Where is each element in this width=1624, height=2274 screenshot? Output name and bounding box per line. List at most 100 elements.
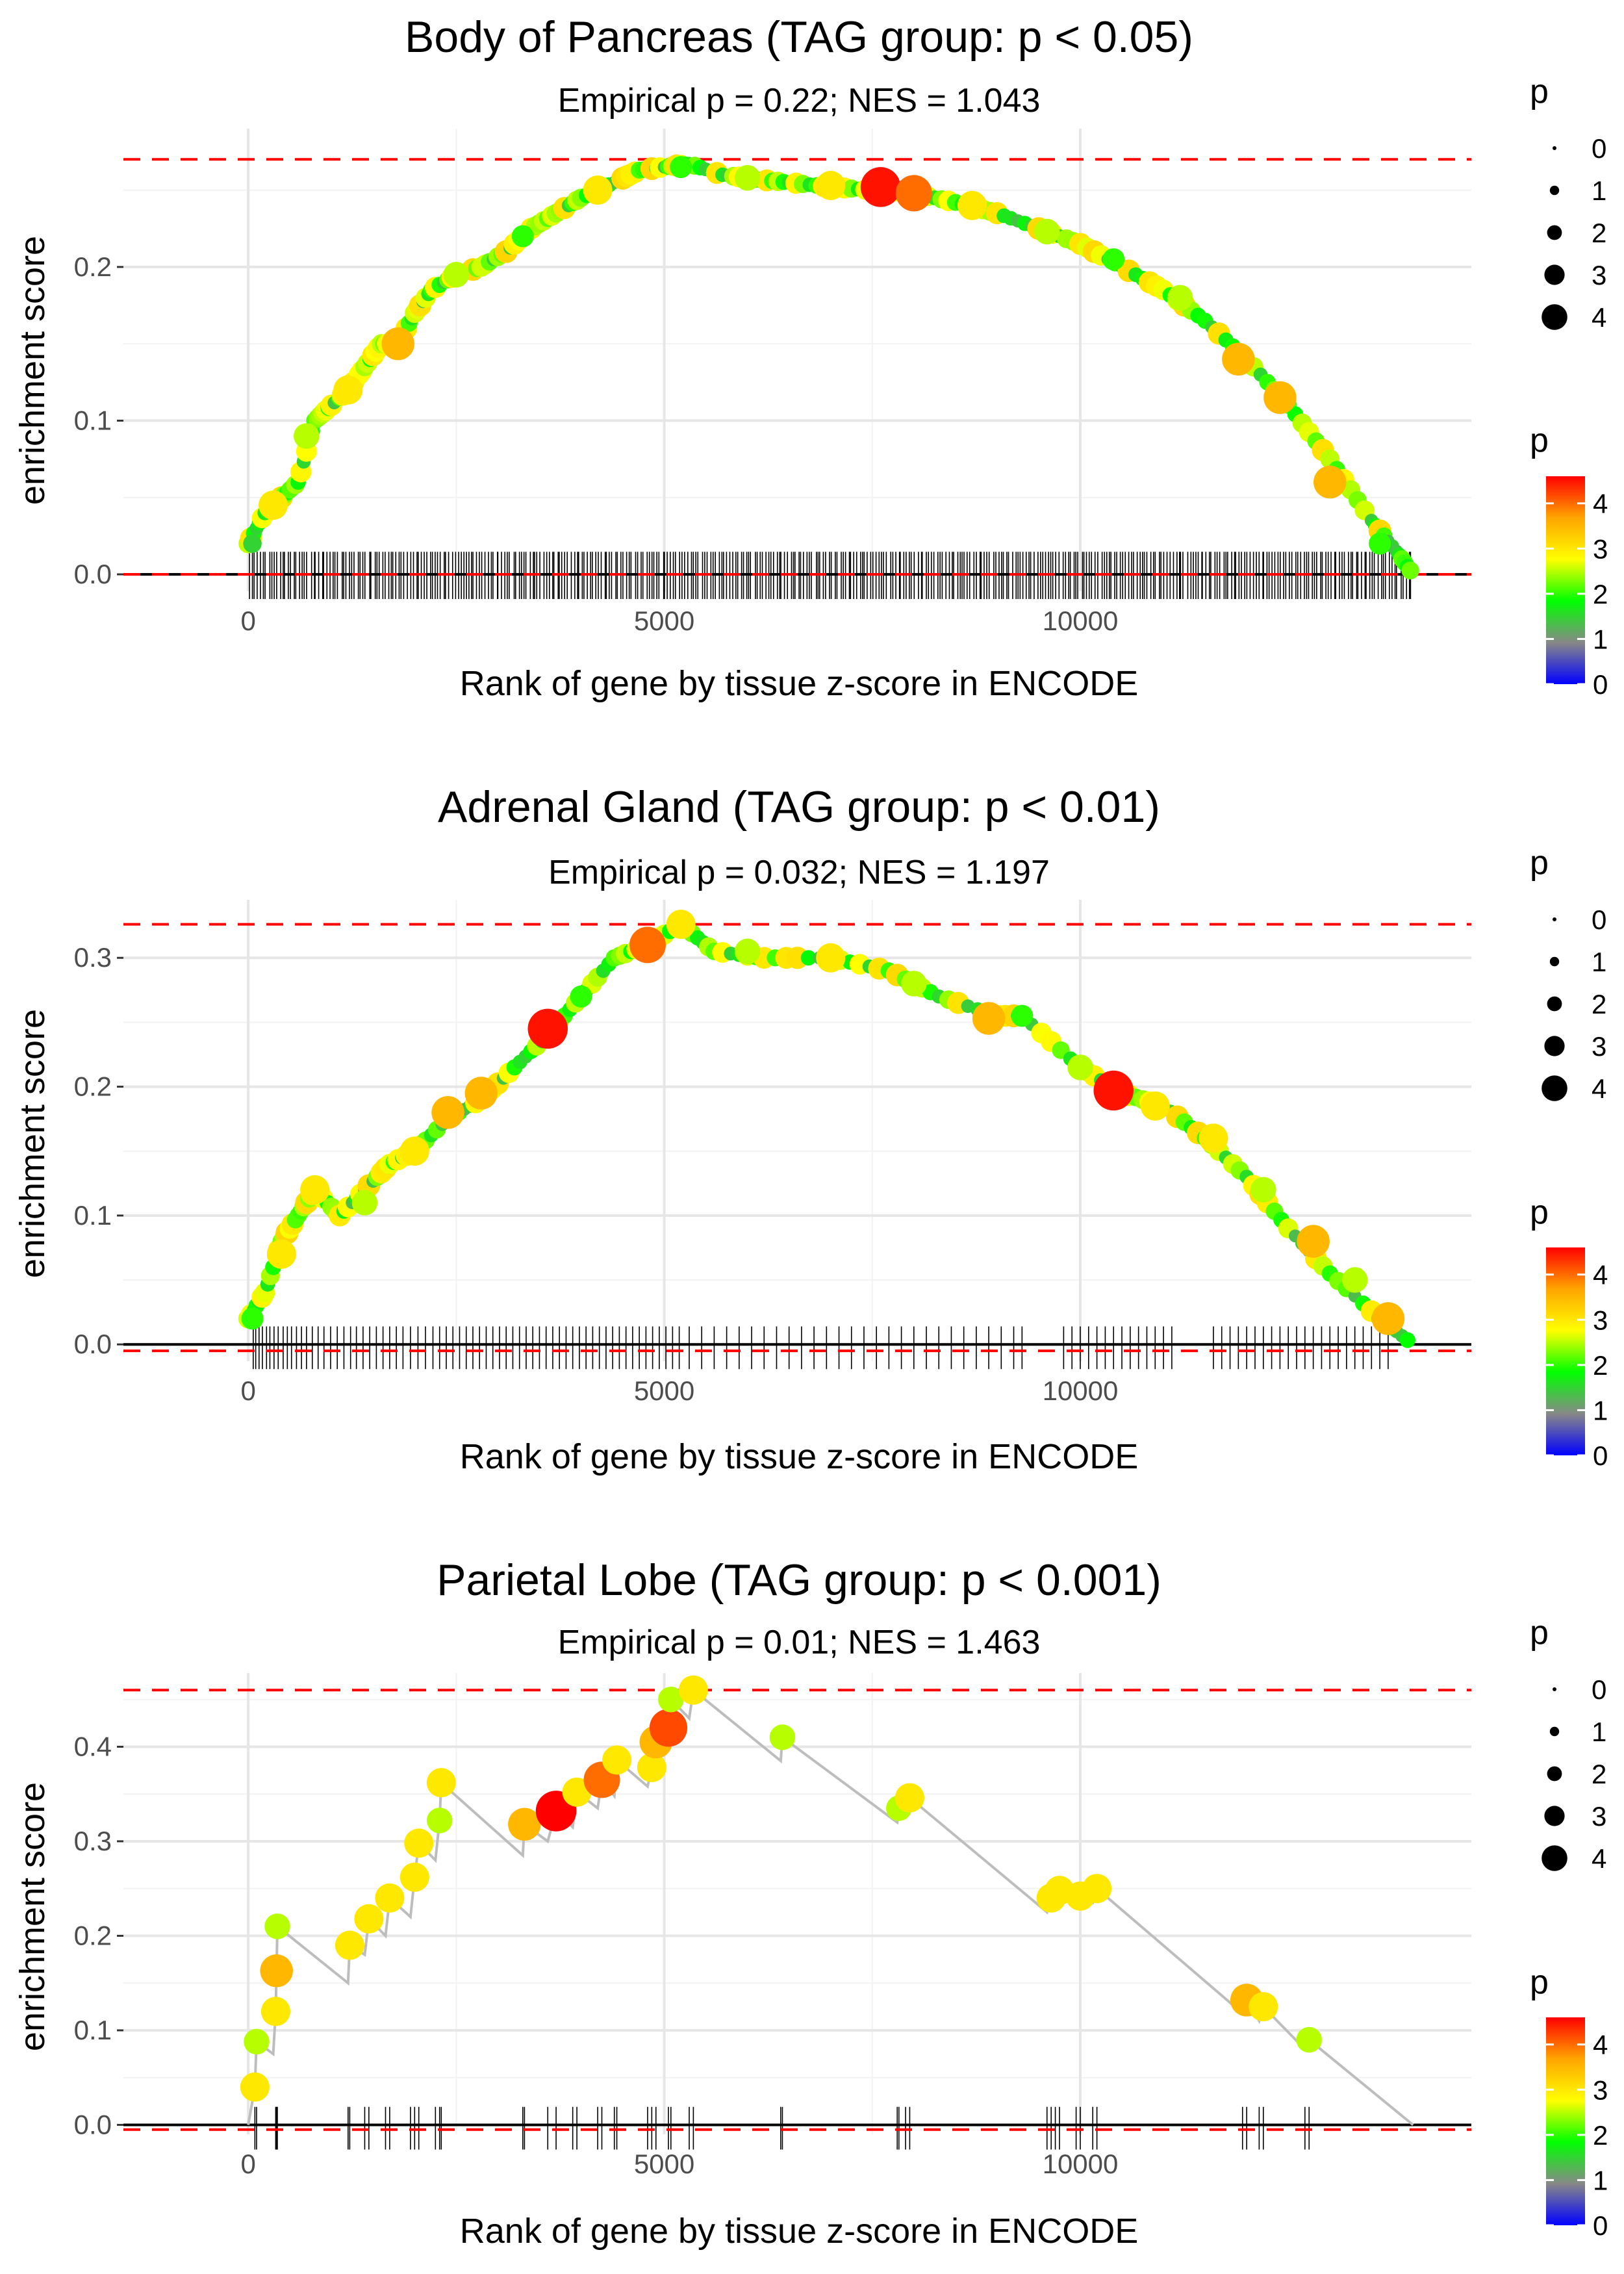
gene-point [244, 2028, 270, 2055]
size-legend-dot [1549, 1726, 1560, 1737]
gene-point [1341, 1267, 1368, 1293]
gene-point [629, 926, 666, 964]
size-legend-dot [1544, 264, 1565, 285]
color-legend-label: 3 [1593, 1305, 1608, 1335]
y-axis-label: enrichment score [13, 236, 52, 505]
x-tick-label: 10000 [1043, 1375, 1119, 1406]
gene-point [860, 167, 901, 207]
y-tick-label: 0.1 [74, 405, 112, 435]
gene-point [1371, 1302, 1405, 1335]
size-legend: p 0 1 2 3 4 [1530, 844, 1606, 1104]
size-legend-label: 1 [1592, 947, 1606, 977]
gene-point [260, 1954, 293, 1987]
gene-point [300, 1175, 330, 1205]
gene-point [294, 423, 320, 449]
plot-area: 0 5000 10000 0.0 0.1 0.2 [74, 129, 1471, 636]
gene-point [259, 491, 288, 520]
gene-point [1082, 1874, 1112, 1904]
size-legend-dot [1544, 1806, 1565, 1826]
panel-3: Parietal Lobe (TAG group: p < 0.001) Emp… [13, 1555, 1608, 2251]
y-axis-label: enrichment score [13, 1009, 52, 1278]
gene-point [1250, 1177, 1276, 1203]
size-legend-title: p [1530, 1614, 1549, 1652]
color-legend-label: 3 [1593, 533, 1608, 564]
color-legend: p 0 1 2 3 4 [1530, 1194, 1608, 1471]
x-axis-label: Rank of gene by tissue z-score in ENCODE [460, 1437, 1138, 1476]
size-legend-dot [1547, 996, 1562, 1012]
y-tick-label: 0.2 [74, 1071, 112, 1102]
size-legend-title: p [1530, 844, 1549, 882]
gene-point [894, 1783, 924, 1813]
chart-subtitle: Empirical p = 0.032; NES = 1.197 [548, 854, 1050, 891]
gene-point [1199, 1123, 1228, 1153]
x-tick-label: 5000 [634, 606, 694, 636]
gene-point [562, 1777, 592, 1807]
size-legend-dot [1553, 1687, 1556, 1691]
size-legend-dot [1542, 304, 1567, 330]
gene-point [583, 175, 613, 205]
color-legend-title: p [1530, 1194, 1549, 1231]
gene-point [670, 156, 692, 179]
size-legend-label: 0 [1592, 904, 1606, 935]
y-tick-label: 0.0 [74, 2109, 112, 2140]
chart-title: Adrenal Gland (TAG group: p < 0.01) [438, 782, 1160, 832]
gene-point [335, 1930, 364, 1960]
color-legend-label: 4 [1593, 489, 1608, 519]
size-legend-dot [1553, 917, 1556, 921]
gene-point [1249, 1992, 1278, 2022]
gene-point [769, 1724, 796, 1750]
chart-subtitle: Empirical p = 0.22; NES = 1.043 [558, 82, 1041, 120]
gene-point [678, 1675, 708, 1705]
size-legend-label: 1 [1592, 175, 1606, 206]
gene-point [901, 971, 927, 997]
size-legend-label: 4 [1592, 1843, 1606, 1874]
gene-point [264, 1913, 290, 1939]
chart-subtitle: Empirical p = 0.01; NES = 1.463 [558, 1624, 1041, 1661]
size-legend-label: 4 [1592, 302, 1606, 333]
chart-title: Parietal Lobe (TAG group: p < 0.001) [437, 1555, 1161, 1605]
y-tick-label: 0.4 [74, 1731, 112, 1761]
color-bar [1546, 2017, 1585, 2225]
chart-title: Body of Pancreas (TAG group: p < 0.05) [405, 12, 1193, 62]
y-tick-label: 0.0 [74, 559, 112, 589]
gene-point [734, 164, 761, 191]
x-axis-label: Rank of gene by tissue z-score in ENCODE [460, 664, 1138, 703]
color-legend-label: 2 [1593, 1350, 1608, 1381]
plot-area: 0 5000 10000 0.0 0.1 0.2 0.3 0.4 [74, 1673, 1471, 2179]
gene-point [400, 1136, 429, 1166]
gene-point [1167, 285, 1193, 311]
color-legend: p 0 1 2 3 4 [1530, 1963, 1608, 2241]
color-bar [1546, 1247, 1585, 1455]
size-legend-label: 0 [1592, 1674, 1606, 1705]
size-legend-label: 1 [1592, 1717, 1606, 1747]
gene-point [570, 985, 592, 1008]
gene-point [1313, 465, 1347, 499]
gene-point [1263, 381, 1297, 415]
size-legend-label: 2 [1592, 1759, 1606, 1789]
gene-point [800, 950, 817, 966]
gene-point [243, 534, 262, 553]
y-tick-label: 0.3 [74, 1826, 112, 1856]
x-tick-label: 0 [240, 606, 255, 636]
color-legend-label: 2 [1593, 579, 1608, 609]
gene-point [1399, 1332, 1415, 1348]
gene-point [1222, 342, 1255, 376]
gene-point [508, 1808, 541, 1841]
gene-point [637, 1752, 666, 1782]
color-legend-label: 1 [1593, 624, 1608, 654]
gene-point [1369, 532, 1391, 555]
gene-point [786, 947, 809, 969]
gene-point [351, 1190, 378, 1216]
panel-2: Adrenal Gland (TAG group: p < 0.01) Empi… [13, 782, 1608, 1476]
size-legend-title: p [1530, 73, 1549, 110]
gene-point [816, 943, 846, 973]
gene-point [972, 1002, 1006, 1035]
x-tick-label: 10000 [1043, 606, 1119, 636]
size-legend: p 0 1 2 3 4 [1530, 73, 1606, 333]
color-legend-label: 3 [1593, 2075, 1608, 2105]
gene-point [400, 1862, 429, 1892]
x-tick-label: 0 [240, 1375, 255, 1406]
color-legend-title: p [1530, 1963, 1549, 2001]
gene-point [527, 1008, 568, 1049]
y-tick-label: 0.1 [74, 2015, 112, 2045]
